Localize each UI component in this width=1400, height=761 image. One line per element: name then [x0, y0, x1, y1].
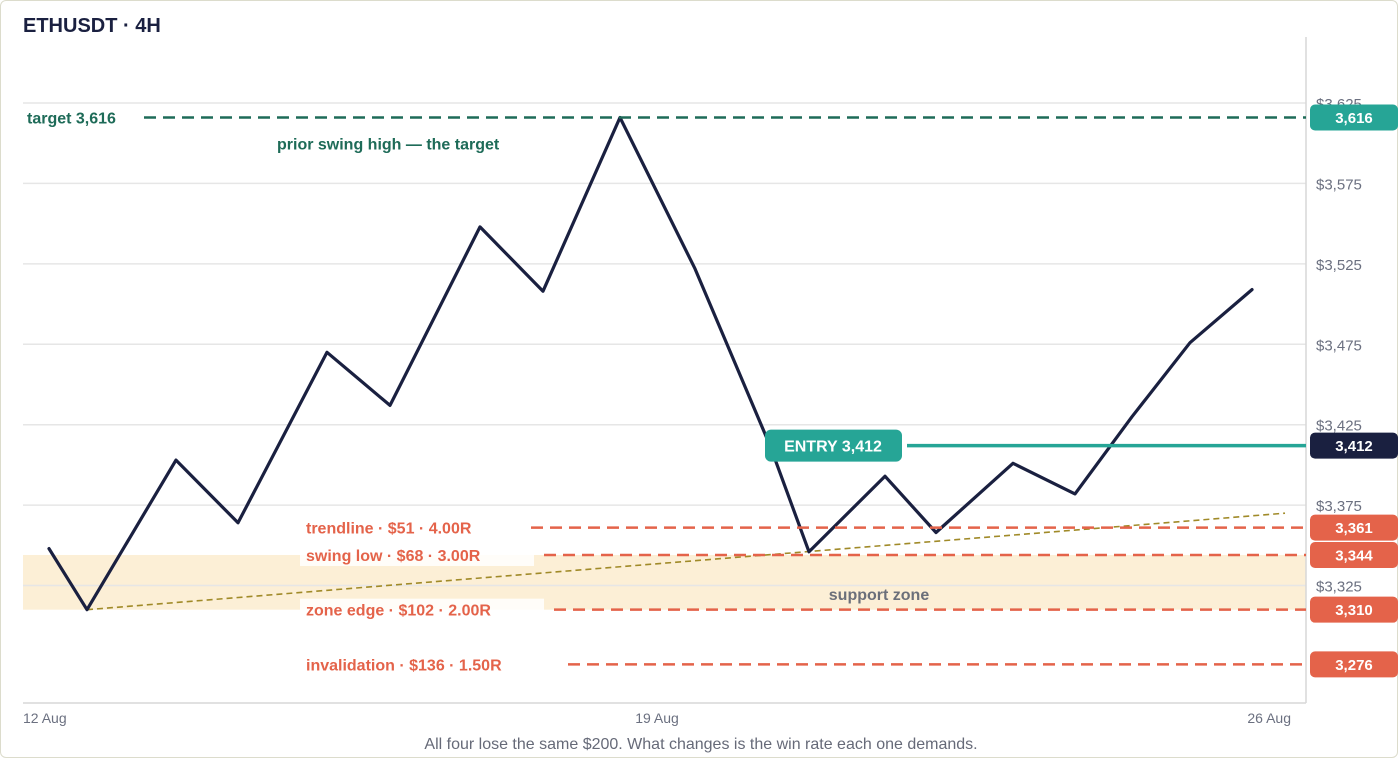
stop-badge-text: 3,276: [1335, 657, 1373, 674]
y-tick-label: $3,475: [1316, 337, 1362, 354]
y-tick-label: $3,325: [1316, 579, 1362, 596]
stop-label-bg: [300, 516, 521, 539]
target-badge: [1310, 104, 1398, 131]
footnote: All four lose the same $200. What change…: [424, 736, 978, 753]
stop-badge-text: 3,344: [1335, 547, 1373, 564]
x-tick-label: 12 Aug: [23, 710, 67, 726]
stop-label: invalidation · $136 · 1.50R: [306, 657, 502, 674]
stop-badge-text: 3,361: [1335, 520, 1373, 537]
entry-badge: [1310, 432, 1398, 459]
chart-title: ETHUSDT · 4H: [23, 15, 161, 37]
stop-label: zone edge · $102 · 2.00R: [306, 603, 491, 620]
target-note: prior swing high — the target: [277, 136, 500, 153]
target-label: target 3,616: [27, 110, 116, 127]
stop-label: swing low · $68 · 3.00R: [306, 548, 481, 565]
support-zone-label: support zone: [829, 587, 930, 604]
stop-badge: [1310, 651, 1398, 678]
x-tick-label: 19 Aug: [635, 710, 679, 726]
entry-tag-text: ENTRY 3,412: [784, 439, 882, 456]
stop-badge: [1310, 514, 1398, 541]
entry-badge-text: 3,412: [1335, 438, 1373, 455]
stop-label: trendline · $51 · 4.00R: [306, 521, 472, 538]
y-tick-label: $3,525: [1316, 257, 1362, 274]
entry-tag: [765, 429, 902, 462]
price-line: [47, 115, 1254, 612]
stop-label-bg: [300, 543, 534, 566]
support-zone-band: [23, 554, 1306, 610]
stop-badge: [1310, 541, 1398, 568]
stop-label-bg: [300, 653, 558, 676]
stop-label-bg: [300, 598, 544, 621]
target-badge-text: 3,616: [1335, 110, 1373, 127]
y-tick-label: $3,425: [1316, 418, 1362, 435]
trendline: [86, 512, 1286, 611]
y-tick-label: $3,375: [1316, 498, 1362, 515]
stop-badge: [1310, 596, 1398, 623]
y-tick-label: $3,575: [1316, 176, 1362, 193]
stop-badge-text: 3,310: [1335, 602, 1373, 619]
x-tick-label: 26 Aug: [1247, 710, 1291, 726]
